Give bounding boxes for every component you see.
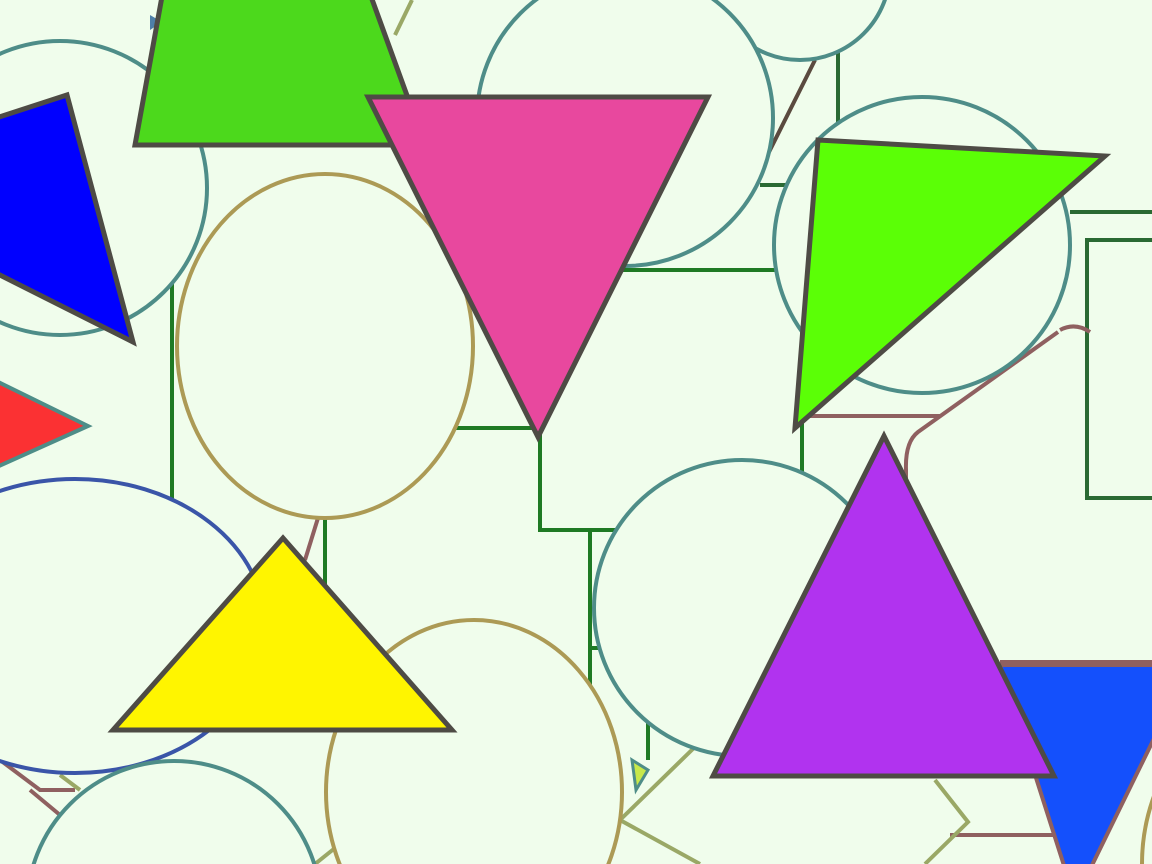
tan-ellipse-bottom-right-partial [1140,795,1152,864]
yellow-triangle [107,534,458,733]
red-triangle [0,380,93,468]
royal-blue-triangle [997,663,1152,864]
mauve-line-bottom-right [950,660,1152,837]
olive-line-top [393,0,414,36]
green-rect-left [170,260,327,590]
olive-line-bottom-left [58,773,337,864]
mauve-line-left-middle [303,517,320,561]
teal-circle-bottom-left [31,759,317,864]
pink-triangle [363,94,713,443]
tan-ellipse-left [175,172,475,520]
purple-triangle [708,430,1059,779]
mauve-line-bottom-left [0,758,75,817]
dark-green-rect-right [1085,238,1152,500]
teal-circle-top-right-partial [713,0,887,62]
blue-triangle [0,91,137,347]
lime-sliver-bottom-middle [630,757,651,795]
mauve-rounded-line [805,324,1092,490]
lime-triangle [792,137,1112,434]
